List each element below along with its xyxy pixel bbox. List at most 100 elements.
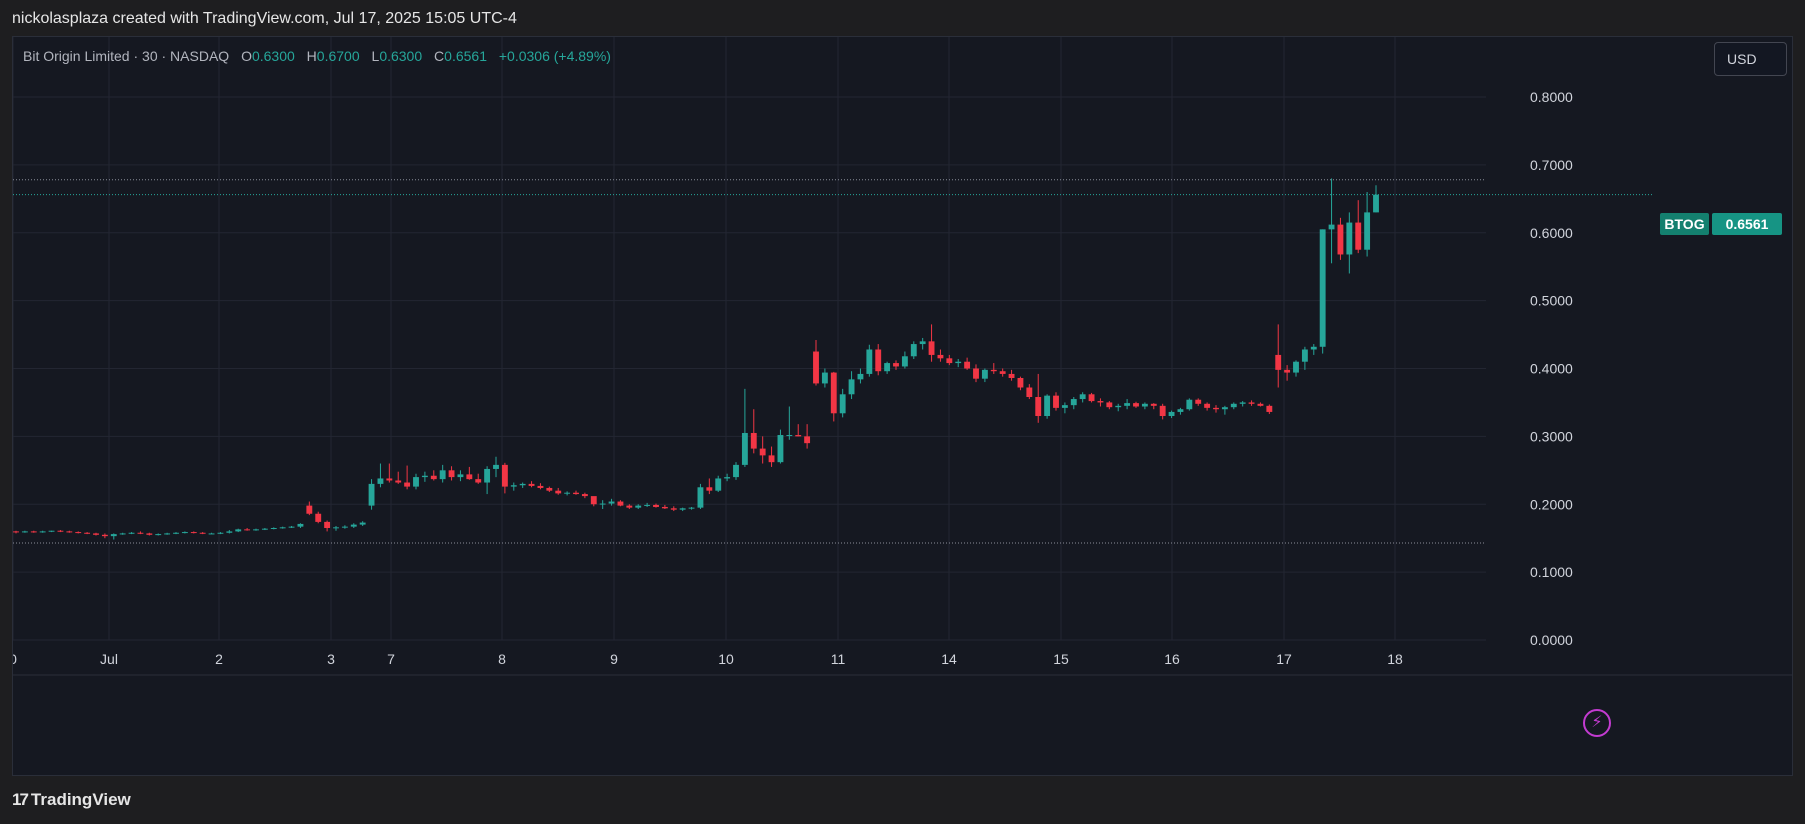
candle-body (1284, 369, 1291, 373)
candle-body (564, 492, 571, 494)
candle-body (661, 506, 668, 509)
candle-body (741, 432, 748, 465)
candle-body (279, 527, 286, 529)
x-tick-label: 10 (718, 651, 734, 667)
candle-body (866, 349, 873, 374)
candle-body (190, 532, 197, 534)
candle-body (1221, 407, 1228, 410)
candle-body (1133, 403, 1139, 407)
candle-body (1168, 411, 1175, 417)
candle-body (226, 531, 233, 533)
candle-body (839, 394, 846, 414)
candle-body (901, 356, 908, 367)
candle-body (937, 354, 944, 359)
candle-body (199, 532, 206, 534)
brand-name: TradingView (30, 790, 131, 809)
candle-body (1115, 405, 1122, 408)
chart-area[interactable]: 0.8000 0.7000 0.6000 0.5000 0.4000 0.3000 0.20… (12, 36, 1793, 776)
y-tick-label: 0.5000 (1530, 293, 1573, 309)
candle-body (528, 483, 535, 486)
candle-body (1301, 349, 1308, 362)
candle-body (1337, 224, 1344, 255)
candle-body (1106, 402, 1113, 408)
candle-body (1141, 403, 1148, 407)
candle-body (777, 435, 784, 463)
price-axis[interactable]: 0.8000 0.7000 0.6000 0.5000 0.4000 0.3000 0.20… (1530, 89, 1573, 648)
x-tick-label: 9 (610, 651, 618, 667)
y-tick-label: 0.8000 (1530, 89, 1573, 105)
currency-button[interactable]: USD (1714, 42, 1787, 76)
candle-body (573, 492, 579, 495)
candle-body (1293, 361, 1299, 373)
close-value: 0.6561 (444, 48, 487, 64)
y-tick-label: 0.6000 (1530, 225, 1573, 241)
chart-caption: nickolasplaza created with TradingView.c… (12, 10, 517, 27)
low-label: L (371, 48, 380, 64)
candle-body (208, 533, 215, 535)
candle-body (395, 480, 402, 483)
candle-body (1275, 354, 1282, 370)
time-axis[interactable]: 0 Jul 2 3 7 8 9 10 11 14 15 16 17 18 (13, 651, 1403, 667)
candle-body (955, 361, 962, 364)
candle-body (981, 369, 988, 379)
candle-body (715, 478, 722, 491)
x-tick-label: 2 (215, 651, 223, 667)
candle-body (1150, 403, 1157, 406)
candle-body (315, 513, 322, 522)
candle-body (617, 501, 624, 506)
candle-body (386, 478, 393, 481)
candle-body (964, 361, 971, 369)
candle-body (404, 482, 411, 487)
candle-body (119, 533, 126, 535)
y-tick-label: 0.3000 (1530, 428, 1573, 444)
candle-body (48, 530, 55, 532)
y-tick-label: 0.2000 (1530, 496, 1573, 512)
candle-body (306, 505, 313, 514)
candle-body (57, 530, 64, 532)
y-tick-label: 0.7000 (1530, 157, 1573, 173)
high-value: 0.6700 (316, 48, 360, 64)
x-tick-label: 7 (387, 651, 395, 667)
candle-body (101, 534, 108, 537)
candle-body (21, 531, 28, 533)
x-tick-label: 0 (13, 651, 17, 667)
candle-body (546, 487, 553, 491)
candle-body (75, 532, 82, 534)
candle-body (706, 487, 713, 491)
candle-body (1230, 403, 1237, 408)
candle-body (110, 534, 117, 537)
candles (13, 178, 1379, 540)
candle-body (493, 464, 499, 469)
candle-body (697, 487, 704, 508)
y-tick-label: 0.1000 (1530, 564, 1573, 580)
candle-body (679, 508, 686, 510)
candle-body (999, 371, 1006, 374)
candle-body (750, 432, 757, 449)
candle-body (1204, 403, 1211, 408)
candle-body (448, 470, 455, 478)
high-label: H (306, 48, 317, 64)
candle-body (1008, 373, 1015, 379)
candle-body (13, 531, 19, 533)
candle-body (1070, 399, 1077, 406)
open-value: 0.6300 (251, 48, 295, 64)
x-tick-label: 18 (1387, 651, 1403, 667)
candle-body (928, 341, 935, 355)
candlestick-chart[interactable]: 0.8000 0.7000 0.6000 0.5000 0.4000 0.3000 0.20… (13, 37, 1793, 776)
candle-body (1035, 397, 1042, 417)
candle-body (430, 475, 437, 480)
candle-body (377, 478, 384, 484)
candle-body (1239, 402, 1246, 404)
candle-body (893, 363, 899, 367)
lightning-icon[interactable]: ⚡ (1583, 709, 1611, 737)
symbol-legend: Bit Origin Limited · 30 · NASDAQ O0.6300… (23, 48, 611, 64)
x-tick-label: 16 (1164, 651, 1180, 667)
candle-body (1026, 387, 1033, 398)
candle-body (1088, 394, 1095, 402)
candle-body (688, 507, 695, 509)
candle-body (653, 504, 659, 507)
candle-body (93, 533, 99, 535)
candle-body (519, 483, 526, 486)
candle-body (510, 485, 517, 487)
tradingview-brand[interactable]: 17 TradingView (12, 790, 131, 810)
